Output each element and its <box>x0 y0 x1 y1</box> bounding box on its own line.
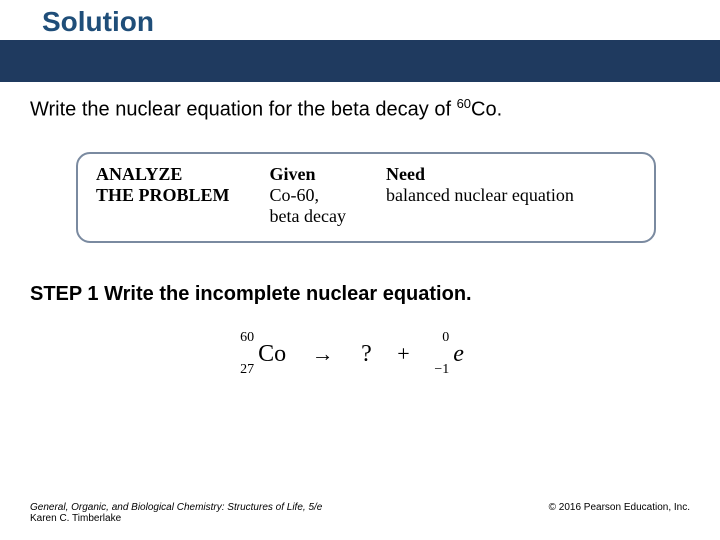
footer-left: General, Organic, and Biological Chemist… <box>30 502 322 524</box>
need-col: Need balanced nuclear equation <box>386 164 574 227</box>
book-author: Karen C. Timberlake <box>30 513 322 524</box>
content-area: Write the nuclear equation for the beta … <box>0 82 720 374</box>
unknown-product: ? <box>359 334 372 374</box>
step-number: STEP 1 <box>30 283 99 305</box>
given-value-2: beta decay <box>270 206 346 227</box>
beta-particle: 0 −1 e <box>451 334 464 374</box>
atomic-number: −1 <box>434 362 451 378</box>
given-col: Given Co-60, beta decay <box>270 164 346 227</box>
problem-prompt: Write the nuclear equation for the beta … <box>30 96 720 122</box>
analyze-label-col: ANALYZE THE PROBLEM <box>96 164 230 227</box>
slide-footer: General, Organic, and Biological Chemist… <box>30 502 690 524</box>
analyze-heading-2: THE PROBLEM <box>96 185 230 206</box>
atomic-number: 27 <box>240 362 256 378</box>
need-heading: Need <box>386 164 574 185</box>
plus-operator: + <box>377 334 429 374</box>
mass-number: 0 <box>442 330 451 346</box>
analyze-heading-1: ANALYZE <box>96 164 230 185</box>
question-mark: ? <box>359 341 372 367</box>
analyze-problem-box: ANALYZE THE PROBLEM Given Co-60, beta de… <box>76 152 656 243</box>
nuclear-equation: 60 27 Co → ? + 0 −1 e <box>30 334 690 374</box>
element-symbol: Co <box>256 341 286 367</box>
particle-symbol: e <box>451 341 464 367</box>
mass-number-sup: 60 <box>457 96 471 111</box>
need-value: balanced nuclear equation <box>386 185 574 206</box>
title-block: Solution <box>0 0 720 40</box>
copyright-text: © 2016 Pearson Education, Inc. <box>549 502 690 524</box>
prompt-text-pre: Write the nuclear equation for the beta … <box>30 99 457 121</box>
book-title: General, Organic, and Biological Chemist… <box>30 502 322 513</box>
nuclide-cobalt: 60 27 Co <box>256 334 286 374</box>
header-bar <box>0 40 720 82</box>
step-block: STEP 1 Write the incomplete nuclear equa… <box>30 283 720 374</box>
mass-number: 60 <box>240 330 256 346</box>
page-title: Solution <box>42 6 154 37</box>
step-description: Write the incomplete nuclear equation. <box>99 283 472 305</box>
arrow-icon: → <box>292 334 354 374</box>
given-value-1: Co-60, <box>270 185 346 206</box>
prompt-text-post: Co. <box>471 99 502 121</box>
step-line: STEP 1 Write the incomplete nuclear equa… <box>30 283 720 306</box>
given-heading: Given <box>270 164 346 185</box>
